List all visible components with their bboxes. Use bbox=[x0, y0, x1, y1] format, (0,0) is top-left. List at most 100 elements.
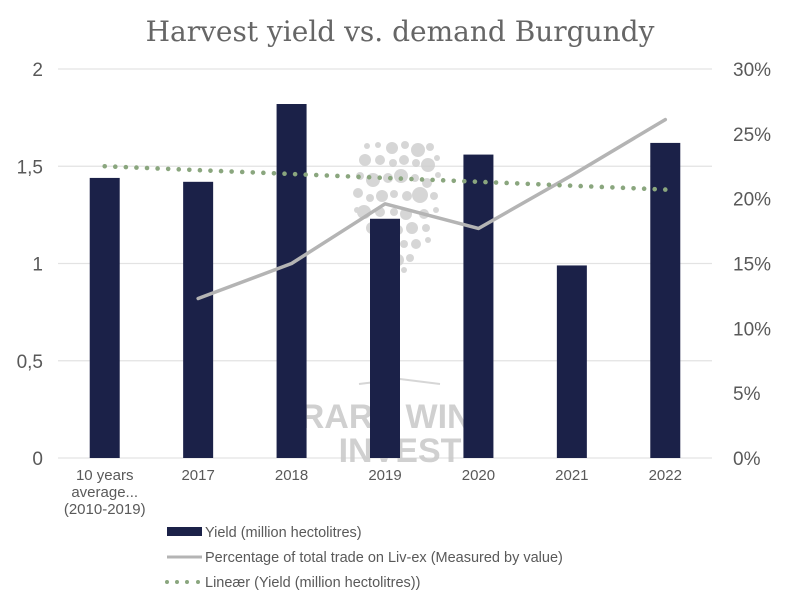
trendline-dot bbox=[155, 166, 160, 171]
trendline-dot bbox=[493, 180, 499, 185]
trendline-dot bbox=[483, 179, 488, 185]
watermark-dot bbox=[375, 142, 381, 148]
trendline-dot bbox=[652, 186, 658, 192]
trendline-dot bbox=[123, 164, 129, 170]
trendline-dot bbox=[546, 182, 552, 188]
trendline-dot bbox=[218, 168, 224, 174]
trendline-dot bbox=[462, 178, 467, 184]
trendline-dot bbox=[102, 163, 108, 169]
trendline-dot bbox=[430, 177, 435, 183]
right-axis: 0% 5% 10% 15% 20% 25% 30% bbox=[733, 60, 771, 470]
trendline-dot bbox=[588, 184, 594, 189]
watermark-dot bbox=[411, 239, 421, 249]
watermark-dot bbox=[422, 178, 432, 188]
right-tick-label: 10% bbox=[733, 319, 771, 340]
watermark-dot bbox=[400, 240, 408, 248]
trendline-dot bbox=[134, 165, 139, 170]
trendline-dot bbox=[451, 178, 457, 184]
bar-2019 bbox=[370, 218, 400, 458]
left-tick-label: 1 bbox=[32, 255, 43, 276]
trendline-dot bbox=[662, 187, 668, 192]
trendline-dot bbox=[398, 176, 404, 181]
right-tick-label: 15% bbox=[733, 255, 771, 276]
trendline-dot bbox=[208, 168, 213, 173]
trendline-dot bbox=[112, 164, 118, 169]
trendline-dot bbox=[176, 167, 182, 172]
left-tick-label: 1,5 bbox=[17, 157, 43, 178]
watermark-dot bbox=[430, 192, 438, 200]
trendline-dot bbox=[525, 181, 531, 187]
trendline-dot bbox=[239, 169, 245, 175]
trendline-dot bbox=[292, 171, 298, 177]
trendline-dot bbox=[366, 174, 372, 180]
watermark-dot bbox=[412, 159, 420, 167]
x-tick-label: 2020 bbox=[462, 467, 495, 484]
bar-2018 bbox=[276, 104, 307, 458]
right-tick-label: 5% bbox=[733, 384, 761, 405]
watermark-dot bbox=[390, 190, 398, 198]
percentage-line bbox=[196, 117, 668, 301]
watermark-dot bbox=[386, 142, 398, 154]
trendline-dot bbox=[557, 182, 562, 188]
watermark-dot bbox=[359, 154, 371, 166]
watermark-dot bbox=[366, 194, 374, 202]
watermark-dot bbox=[364, 143, 370, 149]
bar-2017 bbox=[183, 181, 214, 458]
watermark-dot bbox=[401, 267, 407, 273]
trendline-dot bbox=[440, 178, 446, 183]
trendline-dot bbox=[229, 169, 234, 174]
trendline-dot bbox=[313, 172, 319, 178]
bar-2021 bbox=[556, 265, 587, 458]
watermark-dot bbox=[411, 143, 425, 157]
trendline-dot bbox=[610, 185, 615, 190]
watermark-dot bbox=[389, 159, 397, 167]
watermark-line2: INVEST bbox=[339, 432, 462, 470]
watermark-dot bbox=[435, 172, 441, 178]
watermark-dot bbox=[390, 208, 398, 216]
right-tick-label: 30% bbox=[733, 60, 771, 81]
legend-swatch-yield bbox=[167, 527, 202, 536]
bar-series bbox=[89, 104, 681, 459]
trendline-dot bbox=[356, 174, 361, 180]
watermark-dot bbox=[366, 173, 380, 187]
watermark-dot bbox=[425, 237, 431, 243]
trendline-dot bbox=[345, 174, 351, 179]
trendline-dot bbox=[144, 165, 150, 171]
trendline-dot bbox=[324, 173, 330, 178]
trendline-dot bbox=[472, 179, 478, 184]
trendline-dot bbox=[620, 185, 626, 191]
watermark-dot bbox=[375, 155, 385, 165]
trendline-dot bbox=[536, 182, 541, 187]
watermark-dot bbox=[426, 143, 434, 151]
trendline-dot bbox=[335, 173, 340, 179]
trendline-dot bbox=[631, 185, 636, 191]
left-tick-label: 2 bbox=[32, 60, 43, 81]
trendline-dot bbox=[419, 177, 425, 182]
x-tick-label: 2019 bbox=[368, 467, 401, 484]
watermark-dot bbox=[421, 158, 435, 172]
left-axis: 0 0,5 1 1,5 2 bbox=[17, 60, 43, 470]
legend: Yield (million hectolitres) Percentage o… bbox=[165, 525, 563, 591]
watermark-dot bbox=[376, 190, 388, 202]
right-tick-label: 0% bbox=[733, 449, 761, 470]
trendline-dot bbox=[504, 180, 509, 186]
trendline-dot bbox=[197, 167, 203, 173]
right-tick-label: 20% bbox=[733, 190, 771, 211]
trendline-dot bbox=[187, 167, 192, 173]
trendline-dot bbox=[567, 183, 573, 188]
trendline-dot bbox=[282, 171, 287, 177]
bar-2020 bbox=[463, 154, 494, 458]
x-tick-label: 2021 bbox=[555, 467, 588, 484]
trendline-dot bbox=[271, 170, 277, 176]
trendline-dot bbox=[409, 176, 414, 182]
x-tick-label: 2018 bbox=[275, 467, 308, 484]
trendline-dot bbox=[377, 175, 383, 180]
x-tick-label: 10 years bbox=[76, 467, 134, 484]
trendline-dot bbox=[165, 166, 171, 172]
watermark-dot bbox=[406, 222, 418, 234]
watermark-dot bbox=[406, 254, 414, 262]
right-tick-label: 25% bbox=[733, 125, 771, 146]
legend-swatch-trendline bbox=[165, 580, 200, 584]
